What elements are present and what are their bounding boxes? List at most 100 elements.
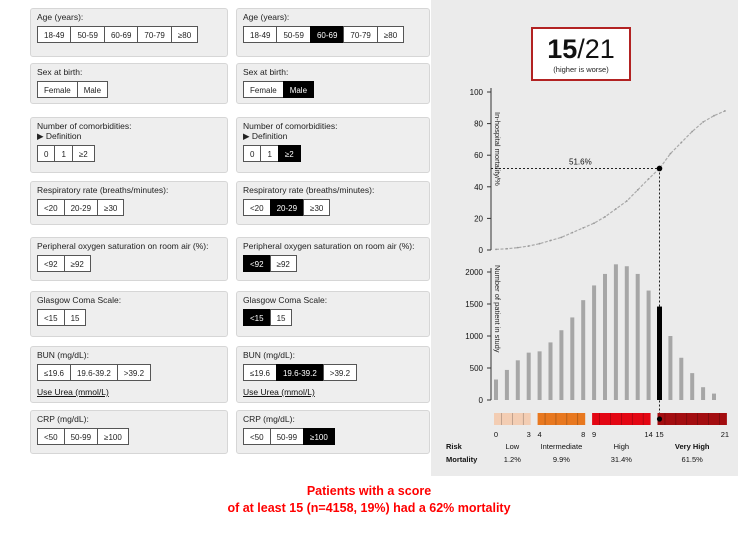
resp-option-0[interactable]: <20 xyxy=(243,199,271,216)
age-option-1[interactable]: 50-59 xyxy=(70,26,105,43)
age-options: 18-49 50-59 60-69 70-79 ≥80 xyxy=(243,26,423,43)
comorb-option-1[interactable]: 1 xyxy=(54,145,73,162)
age-option-3[interactable]: 70-79 xyxy=(343,26,378,43)
use-urea-link[interactable]: Use Urea (mmol/L) xyxy=(37,387,109,397)
bun-label: BUN (mg/dL): xyxy=(243,350,295,360)
resp-option-2[interactable]: ≥30 xyxy=(303,199,331,216)
mortality-point xyxy=(495,248,497,251)
bar-ytick-label: 1000 xyxy=(465,332,483,341)
mortality-point xyxy=(538,242,541,245)
bun-option-0[interactable]: ≤19.6 xyxy=(243,364,277,381)
highlight-point xyxy=(656,165,663,172)
comorb-label: Number of comorbidities: xyxy=(243,121,338,131)
patient-count-bar xyxy=(613,264,618,400)
age-option-4[interactable]: ≥80 xyxy=(170,26,199,43)
line-ytick-label: 100 xyxy=(470,88,484,97)
comorb-option-0[interactable]: 0 xyxy=(37,145,56,162)
risk-axis-tick: 0 xyxy=(494,430,498,439)
age-option-3[interactable]: 70-79 xyxy=(137,26,172,43)
patient-count-bar xyxy=(581,300,586,400)
mortality-point xyxy=(724,110,726,112)
gcs-label: Glasgow Coma Scale: xyxy=(243,295,328,305)
bun-option-1[interactable]: 19.6-39.2 xyxy=(275,364,324,381)
resp-options: <20 20-29 ≥30 xyxy=(37,199,221,216)
crp-options: <50 50-99 ≥100 xyxy=(243,428,423,445)
age-option-0[interactable]: 18-49 xyxy=(243,26,278,43)
resp-panel: Respiratory rate (breaths/minutes): <20 20… xyxy=(30,181,228,225)
line-y-axis-label: In-hospital mortality/% xyxy=(493,112,502,186)
spo2-option-1[interactable]: ≥92 xyxy=(63,255,91,272)
crp-panel: CRP (mg/dL): <50 50-99 ≥100 xyxy=(30,410,228,454)
gcs-option-1[interactable]: 15 xyxy=(269,309,293,326)
patient-count-bar xyxy=(526,352,531,400)
spo2-label: Peripheral oxygen saturation on room air… xyxy=(243,241,415,251)
patient-count-bar xyxy=(548,342,553,400)
crp-option-0[interactable]: <50 xyxy=(37,428,65,445)
mortality-point xyxy=(560,236,563,239)
crp-option-1[interactable]: 50-99 xyxy=(63,428,99,445)
crp-option-1[interactable]: 50-99 xyxy=(269,428,305,445)
age-option-1[interactable]: 50-59 xyxy=(276,26,311,43)
crp-label: CRP (mg/dL): xyxy=(243,414,295,424)
sex-option-0[interactable]: Female xyxy=(37,81,78,98)
comorb-option-2[interactable]: ≥2 xyxy=(71,145,95,162)
sex-option-1[interactable]: Male xyxy=(282,81,315,98)
definition-toggle[interactable]: ▶ Definition xyxy=(37,131,82,141)
crp-option-0[interactable]: <50 xyxy=(243,428,271,445)
line-ytick-label: 60 xyxy=(474,151,483,160)
caption-line-1: Patients with a score xyxy=(306,484,432,498)
gcs-option-0[interactable]: <15 xyxy=(37,309,65,326)
patient-count-bar xyxy=(712,393,716,400)
patient-count-bar xyxy=(537,351,542,400)
sex-option-1[interactable]: Male xyxy=(76,81,109,98)
spo2-option-0[interactable]: <92 xyxy=(37,255,65,272)
age-option-4[interactable]: ≥80 xyxy=(376,26,405,43)
bun-option-2[interactable]: >39.2 xyxy=(322,364,358,381)
use-urea-link[interactable]: Use Urea (mmol/L) xyxy=(243,387,315,397)
spo2-option-1[interactable]: ≥92 xyxy=(269,255,297,272)
risk-row-label: Risk xyxy=(446,442,463,451)
gcs-option-0[interactable]: <15 xyxy=(243,309,271,326)
patient-count-bar xyxy=(504,369,509,400)
sex-options: Female Male xyxy=(37,81,221,98)
comorb-option-1[interactable]: 1 xyxy=(260,145,279,162)
bun-option-0[interactable]: ≤19.6 xyxy=(37,364,71,381)
risk-axis-tick: 4 xyxy=(538,430,542,439)
bun-option-1[interactable]: 19.6-39.2 xyxy=(69,364,118,381)
resp-option-0[interactable]: <20 xyxy=(37,199,65,216)
resp-label: Respiratory rate (breaths/minutes): xyxy=(243,185,375,195)
comorb-options: 0 1 ≥2 xyxy=(243,145,423,162)
definition-toggle[interactable]: ▶ Definition xyxy=(243,131,288,141)
crp-option-2[interactable]: ≥100 xyxy=(97,428,129,445)
gcs-option-1[interactable]: 15 xyxy=(63,309,87,326)
crp-option-2[interactable]: ≥100 xyxy=(303,428,335,445)
score-box: 15/21 (higher is worse) xyxy=(531,27,631,81)
risk-group-name: Very High xyxy=(675,442,710,451)
spo2-label: Peripheral oxygen saturation on room air… xyxy=(37,241,209,251)
age-option-0[interactable]: 18-49 xyxy=(37,26,72,43)
resp-option-2[interactable]: ≥30 xyxy=(97,199,125,216)
risk-band-0 xyxy=(494,413,531,425)
comorb-option-2[interactable]: ≥2 xyxy=(277,145,301,162)
sex-option-0[interactable]: Female xyxy=(243,81,284,98)
age-option-2[interactable]: 60-69 xyxy=(309,26,345,43)
resp-option-1[interactable]: 20-29 xyxy=(269,199,305,216)
bun-options: ≤19.6 19.6-39.2 >39.2 xyxy=(37,364,221,381)
bar-ytick-label: 500 xyxy=(470,364,484,373)
resp-option-1[interactable]: 20-29 xyxy=(63,199,99,216)
bun-option-2[interactable]: >39.2 xyxy=(116,364,152,381)
risk-band-2 xyxy=(592,413,651,425)
mortality-point xyxy=(516,246,519,249)
comorb-panel: Number of comorbidities: ▶ Definition 0 1 ≥2 xyxy=(236,117,430,173)
risk-group-name: High xyxy=(614,442,629,451)
line-ytick-label: 80 xyxy=(474,120,483,129)
score-marker xyxy=(656,416,663,422)
comorb-option-0[interactable]: 0 xyxy=(243,145,262,162)
age-option-2[interactable]: 60-69 xyxy=(103,26,139,43)
spo2-option-0[interactable]: <92 xyxy=(243,255,271,272)
resp-label: Respiratory rate (breaths/minutes): xyxy=(37,185,169,195)
mortality-point xyxy=(604,215,606,218)
spo2-panel: Peripheral oxygen saturation on room air… xyxy=(236,237,430,281)
comorb-options: 0 1 ≥2 xyxy=(37,145,221,162)
patient-count-bar xyxy=(646,290,651,400)
